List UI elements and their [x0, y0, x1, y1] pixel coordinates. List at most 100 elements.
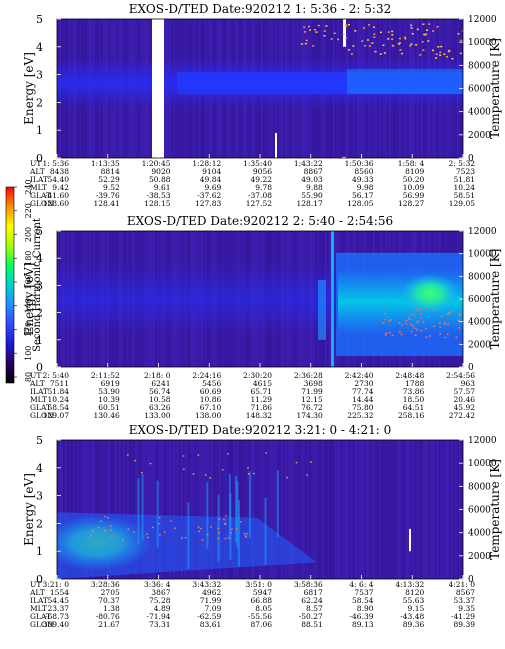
table-cell: 5456 [202, 379, 221, 388]
table-cell: -38.53 [146, 191, 170, 200]
table-cell: 83.61 [200, 620, 221, 629]
temperature-point [104, 529, 106, 531]
y2-tick-label: 0 [468, 154, 474, 164]
table-cell: 133.00 [144, 411, 170, 420]
temperature-point [344, 37, 347, 39]
spectrogram-streak [81, 440, 83, 579]
vertical-feature [331, 231, 334, 367]
spectrogram-streak [257, 440, 259, 579]
temperature-point [223, 518, 225, 521]
table-cell: 56.17 [352, 191, 374, 200]
temperature-point [410, 24, 413, 27]
table-cell: 4615 [253, 379, 272, 388]
y-tick-label: 2 [36, 517, 43, 530]
spectrogram-streak [191, 440, 193, 579]
temperature-point [388, 320, 391, 322]
temperature-point [428, 23, 431, 25]
table-cell: 258.16 [398, 411, 424, 420]
y2-tick-label: 6000 [468, 506, 491, 516]
table-cell: 73.31 [149, 620, 170, 629]
temperature-point [447, 323, 449, 325]
table-cell: -46.39 [349, 612, 373, 621]
spectrogram-streak [365, 440, 367, 579]
temperature-point [391, 44, 394, 47]
row-label: GLON [30, 620, 54, 629]
colorbar-tick-label: 140 [24, 298, 33, 313]
spectrogram-streak [57, 440, 59, 579]
temperature-point [419, 313, 422, 316]
panel-title: EXOS-D/TED Date:920212 1: 5:36 - 2: 5:32 [129, 2, 391, 16]
spectrogram-streak [423, 440, 425, 579]
temperature-point [240, 521, 242, 523]
temperature-point [134, 459, 136, 462]
spectrogram-streak [161, 440, 163, 579]
spectrogram-streak [233, 440, 235, 579]
spectrogram-streak [203, 440, 205, 579]
table-cell: -62.59 [197, 612, 221, 621]
table-cell: -50.27 [299, 612, 323, 621]
temperature-point [383, 52, 386, 54]
temperature-point [409, 323, 412, 326]
table-cell: 9.52 [103, 183, 120, 192]
row-label: ALT [29, 379, 45, 388]
temperature-point [122, 539, 124, 541]
temperature-point [352, 45, 355, 47]
table-cell: -37.62 [197, 191, 221, 200]
spectrogram-streak [105, 440, 107, 579]
table-cell: 89.39 [454, 620, 476, 629]
temperature-point [379, 31, 382, 34]
temperature-point [425, 307, 427, 309]
temperature-point [398, 331, 401, 333]
colorbar-tick-label: 180 [24, 251, 33, 266]
y-tick-label: 1 [36, 334, 43, 347]
y-tick-label: 0 [36, 152, 43, 165]
row-label: MLT [30, 604, 47, 613]
temperature-point [416, 28, 419, 31]
colorbar-tick-label: 240 [24, 179, 33, 194]
temperature-point [435, 53, 438, 55]
table-cell: 9020 [151, 167, 170, 176]
temperature-point [441, 315, 443, 318]
table-cell: 1:13:35 [91, 159, 120, 168]
spectrogram-streak [93, 440, 95, 579]
vertical-feature [206, 482, 209, 549]
table-cell: 3:51: 0 [245, 580, 272, 589]
y2-tick-label: 10000 [468, 250, 497, 260]
colorbar-tick-label: 80 [24, 372, 33, 382]
table-cell: 52.29 [98, 175, 120, 184]
table-cell: 73.86 [403, 387, 425, 396]
table-cell: 128.15 [144, 199, 170, 208]
spectrogram-streak [173, 440, 175, 579]
spectrogram-streak [211, 440, 213, 579]
temperature-point [243, 532, 246, 535]
table-cell: 56.99 [403, 191, 425, 200]
spectrogram-streak [405, 440, 407, 579]
temperature-point [403, 36, 406, 39]
spectrogram-streak [143, 440, 145, 579]
spectrogram-streak [213, 440, 215, 579]
vertical-feature [264, 498, 267, 565]
temperature-point [303, 26, 306, 29]
temperature-point [425, 29, 428, 31]
spectrogram-streak [193, 440, 195, 579]
temperature-point [425, 33, 428, 35]
temperature-point [443, 53, 446, 55]
temperature-point [436, 25, 439, 28]
y2-tick-label: 0 [468, 575, 474, 585]
table-cell: 18.50 [403, 395, 425, 404]
temperature-point [323, 30, 326, 32]
row-label: ALT [29, 167, 45, 176]
temperature-point [304, 42, 307, 45]
temperature-point [439, 54, 442, 56]
y2-axis-label: Temperature [K] [488, 38, 502, 139]
spectrogram-streak [313, 440, 315, 579]
table-cell: 49.03 [301, 175, 323, 184]
temperature-point [440, 45, 443, 48]
spectrogram-streak [97, 440, 99, 579]
energy-band-peak [347, 69, 463, 95]
spectrogram-streak [411, 440, 413, 579]
table-cell: 129.07 [43, 411, 69, 420]
spectrogram-streak [179, 440, 181, 579]
spectrogram-streak [325, 440, 327, 579]
spectrogram-streak [319, 440, 321, 579]
